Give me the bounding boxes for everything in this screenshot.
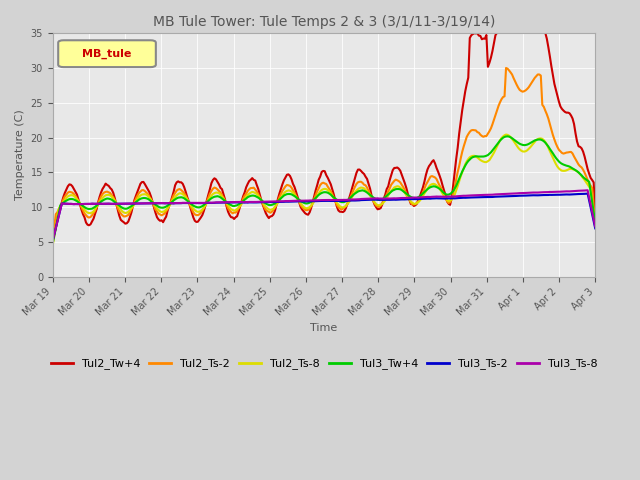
Tul3_Ts-8 (286, 198, 294, 204)
Tul2_Tw+4 (493, 30, 501, 36)
Line: Tul3_Ts-8: Tul3_Ts-8 (52, 190, 595, 240)
Y-axis label: Temperature (C): Temperature (C) (15, 109, 25, 200)
Tul2_Ts-2 (286, 183, 294, 189)
Tul3_Tw+4 (563, 163, 570, 168)
Tul3_Tw+4 (211, 194, 218, 200)
Tul3_Ts-8 (228, 199, 236, 205)
Tul3_Ts-2 (115, 201, 123, 207)
Tul2_Ts-8 (115, 204, 123, 210)
FancyBboxPatch shape (58, 40, 156, 67)
Tul2_Tw+4 (563, 110, 570, 116)
Tul3_Tw+4 (504, 133, 511, 139)
Tul2_Tw+4 (591, 212, 599, 217)
Tul3_Tw+4 (238, 199, 246, 205)
Tul2_Ts-8 (211, 190, 218, 196)
Tul2_Ts-8 (238, 201, 246, 207)
Tul3_Ts-2 (49, 237, 56, 243)
Tul2_Ts-8 (563, 168, 570, 173)
Tul3_Ts-2 (211, 200, 218, 206)
Legend: Tul2_Tw+4, Tul2_Ts-2, Tul2_Ts-8, Tul3_Tw+4, Tul3_Ts-2, Tul3_Ts-8: Tul2_Tw+4, Tul2_Ts-2, Tul2_Ts-8, Tul3_Tw… (46, 354, 602, 374)
Line: Tul3_Ts-2: Tul3_Ts-2 (52, 193, 595, 240)
Tul3_Tw+4 (228, 203, 236, 209)
Tul2_Tw+4 (228, 215, 236, 220)
Tul2_Ts-8 (286, 188, 294, 193)
Tul2_Ts-2 (115, 208, 123, 214)
Tul2_Ts-2 (563, 150, 570, 156)
Tul2_Ts-8 (591, 221, 599, 227)
Tul3_Ts-2 (286, 199, 294, 204)
Line: Tul2_Ts-2: Tul2_Ts-2 (52, 68, 595, 240)
Line: Tul2_Tw+4: Tul2_Tw+4 (52, 33, 595, 241)
X-axis label: Time: Time (310, 324, 338, 334)
Tul2_Ts-8 (49, 242, 56, 248)
Tul3_Ts-8 (238, 199, 246, 205)
Tul2_Ts-2 (211, 185, 218, 191)
Tul3_Ts-2 (591, 226, 599, 231)
Tul3_Ts-2 (584, 191, 591, 196)
Tul3_Ts-2 (561, 192, 569, 197)
Tul2_Ts-2 (502, 65, 510, 71)
Tul3_Ts-8 (584, 187, 591, 193)
Tul3_Ts-8 (591, 224, 599, 229)
Tul3_Ts-8 (211, 200, 218, 205)
Tul2_Ts-2 (591, 222, 599, 228)
Line: Tul2_Ts-8: Tul2_Ts-8 (52, 134, 595, 245)
Tul3_Ts-8 (49, 237, 56, 243)
Tul2_Ts-2 (228, 210, 236, 216)
Tul2_Ts-8 (228, 207, 236, 213)
Line: Tul3_Tw+4: Tul3_Tw+4 (52, 136, 595, 243)
Tul2_Ts-2 (238, 200, 246, 205)
Tul3_Ts-8 (561, 189, 569, 194)
Text: MB_tule: MB_tule (83, 48, 132, 59)
Title: MB Tule Tower: Tule Temps 2 & 3 (3/1/11-3/19/14): MB Tule Tower: Tule Temps 2 & 3 (3/1/11-… (153, 15, 495, 29)
Tul3_Ts-2 (238, 200, 246, 205)
Tul3_Tw+4 (286, 191, 294, 197)
Tul3_Ts-8 (115, 201, 123, 206)
Tul2_Ts-2 (49, 238, 56, 243)
Tul3_Ts-2 (228, 200, 236, 205)
Tul2_Tw+4 (115, 213, 123, 218)
Tul2_Tw+4 (49, 239, 56, 244)
Tul3_Tw+4 (49, 240, 56, 246)
Tul2_Ts-8 (502, 132, 510, 137)
Tul2_Tw+4 (211, 175, 218, 181)
Tul2_Tw+4 (238, 198, 246, 204)
Tul3_Tw+4 (591, 219, 599, 225)
Tul3_Tw+4 (115, 203, 123, 208)
Tul2_Tw+4 (286, 173, 294, 179)
